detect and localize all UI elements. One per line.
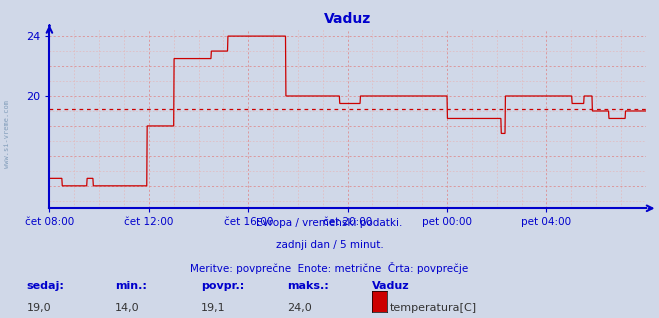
Text: www.si-vreme.com: www.si-vreme.com xyxy=(3,100,10,168)
Text: min.:: min.: xyxy=(115,281,147,291)
Text: povpr.:: povpr.: xyxy=(201,281,244,291)
Text: 14,0: 14,0 xyxy=(115,303,140,313)
Text: Meritve: povprečne  Enote: metrične  Črta: povprečje: Meritve: povprečne Enote: metrične Črta:… xyxy=(190,262,469,274)
Text: Vaduz: Vaduz xyxy=(372,281,410,291)
Text: 24,0: 24,0 xyxy=(287,303,312,313)
Title: Vaduz: Vaduz xyxy=(324,12,371,26)
Text: 19,1: 19,1 xyxy=(201,303,225,313)
Text: Evropa / vremenski podatki.: Evropa / vremenski podatki. xyxy=(256,218,403,228)
Text: sedaj:: sedaj: xyxy=(26,281,64,291)
Text: maks.:: maks.: xyxy=(287,281,328,291)
Text: zadnji dan / 5 minut.: zadnji dan / 5 minut. xyxy=(275,240,384,250)
Text: temperatura[C]: temperatura[C] xyxy=(390,303,477,313)
Text: 19,0: 19,0 xyxy=(26,303,51,313)
